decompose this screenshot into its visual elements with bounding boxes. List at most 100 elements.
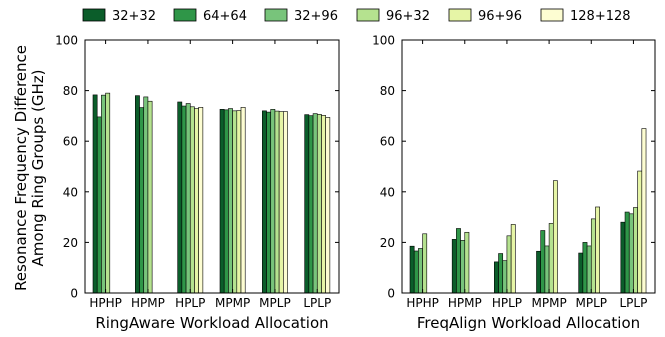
bar-MPMP-32+96 bbox=[544, 245, 550, 294]
bar-MPMP-96+32 bbox=[232, 110, 238, 294]
x-tick-label-MPMP: MPMP bbox=[215, 296, 250, 310]
x-axis-label: RingAware Workload Allocation bbox=[95, 314, 328, 332]
bar-MPMP-96+96 bbox=[552, 180, 558, 294]
bar-HPMP-32+32 bbox=[135, 95, 140, 294]
bar-HPMP-32+96 bbox=[143, 96, 149, 294]
y-tick-label: 20 bbox=[380, 236, 395, 250]
bar-MPLP-96+96 bbox=[278, 111, 284, 294]
panel-freqalign: 0 20 40 60 80 100 HPHP HPMP HPLP MPMP MPLP LPLP Freq… bbox=[372, 34, 656, 332]
x-tick-label-HPMP: HPMP bbox=[448, 296, 482, 310]
y-tick-label: 60 bbox=[63, 135, 78, 149]
bar-MPLP-96+32 bbox=[274, 110, 280, 294]
bar-MPMP-96+32 bbox=[548, 223, 554, 294]
legend-swatch-96+96 bbox=[448, 8, 472, 22]
legend-swatch-128+128 bbox=[540, 8, 564, 22]
bar-MPMP-64+64 bbox=[540, 230, 546, 294]
bar-MPMP-64+64 bbox=[223, 109, 229, 294]
bar-HPLP-96+32 bbox=[189, 106, 195, 294]
bar-MPMP-32+32 bbox=[219, 109, 225, 294]
bar-LPLP-96+32 bbox=[316, 114, 322, 294]
bar-HPMP-96+32 bbox=[464, 231, 470, 294]
bar-HPMP-32+32 bbox=[451, 239, 457, 294]
y-tick-label: 20 bbox=[63, 236, 78, 250]
bar-MPLP-64+64 bbox=[266, 111, 272, 294]
bar-HPHP-96+32 bbox=[105, 92, 111, 294]
bar-HPLP-64+64 bbox=[498, 253, 504, 294]
legend-label-32+96: 32+96 bbox=[294, 9, 338, 24]
plot-frame bbox=[401, 39, 656, 294]
bar-HPHP-64+64 bbox=[96, 116, 102, 294]
y-tick-label: 40 bbox=[380, 185, 395, 199]
bar-HPHP-32+32 bbox=[92, 94, 98, 294]
legend-swatch-32+32 bbox=[82, 8, 106, 22]
bar-HPHP-32+96 bbox=[418, 248, 423, 294]
bar-MPLP-128+128 bbox=[283, 111, 288, 294]
bar-MPLP-32+96 bbox=[586, 245, 592, 294]
bar-LPLP-32+32 bbox=[620, 221, 626, 294]
legend-label-96+96: 96+96 bbox=[478, 9, 522, 24]
bar-MPMP-96+96 bbox=[236, 110, 242, 294]
legend-swatch-32+96 bbox=[264, 8, 288, 22]
bar-MPLP-32+96 bbox=[270, 109, 276, 294]
bar-MPMP-32+32 bbox=[536, 250, 541, 294]
bar-HPLP-64+64 bbox=[181, 105, 187, 294]
bar-HPMP-32+96 bbox=[460, 240, 466, 294]
bar-LPLP-96+96 bbox=[321, 115, 326, 294]
x-tick-label-LPLP: LPLP bbox=[303, 296, 331, 310]
x-tick-label-LPLP: LPLP bbox=[620, 296, 648, 310]
bar-HPHP-64+64 bbox=[413, 250, 419, 294]
bar-HPLP-128+128 bbox=[198, 107, 204, 294]
bar-HPHP-32+96 bbox=[101, 94, 106, 294]
bar-LPLP-32+96 bbox=[628, 213, 634, 294]
bar-MPLP-96+32 bbox=[590, 218, 596, 294]
bar-MPLP-32+32 bbox=[578, 252, 584, 294]
bar-MPLP-64+64 bbox=[582, 242, 588, 294]
y-tick-label: 40 bbox=[63, 185, 78, 199]
y-tick-label: 80 bbox=[380, 84, 395, 98]
bar-HPLP-32+32 bbox=[494, 261, 499, 294]
bar-LPLP-32+32 bbox=[304, 114, 310, 294]
legend-label-64+64: 64+64 bbox=[203, 9, 247, 24]
bar-MPLP-96+96 bbox=[595, 206, 600, 294]
bar-LPLP-64+64 bbox=[624, 211, 630, 294]
bar-HPLP-96+96 bbox=[510, 224, 516, 294]
y-axis-label-line-2: Among Ring Groups (GHz) bbox=[29, 70, 47, 267]
legend: 32+32 64+64 32+96 96+32 96+96 128+128 bbox=[82, 8, 631, 24]
bar-HPLP-96+32 bbox=[506, 235, 512, 294]
bar-LPLP-128+128 bbox=[325, 117, 331, 294]
x-axis-label: FreqAlign Workload Allocation bbox=[417, 314, 640, 332]
y-tick-label: 100 bbox=[372, 34, 395, 48]
x-tick-label-HPMP: HPMP bbox=[131, 296, 165, 310]
bar-MPMP-32+96 bbox=[228, 108, 233, 294]
x-tick-label-HPHP: HPHP bbox=[406, 296, 439, 310]
x-tick-label-HPHP: HPHP bbox=[89, 296, 122, 310]
plot-frame bbox=[84, 39, 340, 294]
bar-HPMP-64+64 bbox=[456, 228, 461, 294]
bar-LPLP-96+96 bbox=[637, 170, 643, 294]
bar-LPLP-32+96 bbox=[312, 113, 318, 294]
y-tick-label: 60 bbox=[380, 135, 395, 149]
y-tick-label: 80 bbox=[63, 84, 78, 98]
x-tick-label-HPLP: HPLP bbox=[492, 296, 522, 310]
y-tick-label: 0 bbox=[70, 287, 78, 301]
bar-HPLP-32+96 bbox=[502, 260, 508, 294]
legend-swatch-96+32 bbox=[356, 8, 380, 22]
bar-HPMP-96+32 bbox=[147, 100, 153, 294]
bar-LPLP-128+128 bbox=[641, 128, 647, 294]
legend-label-32+32: 32+32 bbox=[112, 9, 156, 24]
legend-label-128+128: 128+128 bbox=[570, 9, 631, 24]
y-tick-label: 100 bbox=[55, 34, 78, 48]
x-tick-label-MPLP: MPLP bbox=[259, 296, 291, 310]
bar-HPLP-96+96 bbox=[194, 108, 199, 294]
x-tick-label-MPLP: MPLP bbox=[576, 296, 608, 310]
legend-label-96+32: 96+32 bbox=[386, 9, 430, 24]
bar-LPLP-96+32 bbox=[633, 207, 638, 294]
x-tick-label-MPMP: MPMP bbox=[532, 296, 567, 310]
bar-HPHP-96+32 bbox=[422, 233, 428, 294]
y-axis-label-line-1: Resonance Frequency Difference bbox=[12, 45, 30, 291]
bar-HPLP-32+96 bbox=[185, 103, 191, 294]
legend-swatch-64+64 bbox=[173, 8, 197, 22]
bar-HPMP-64+64 bbox=[139, 107, 145, 294]
y-axis-title: Resonance Frequency Difference Among Rin… bbox=[12, 45, 47, 291]
